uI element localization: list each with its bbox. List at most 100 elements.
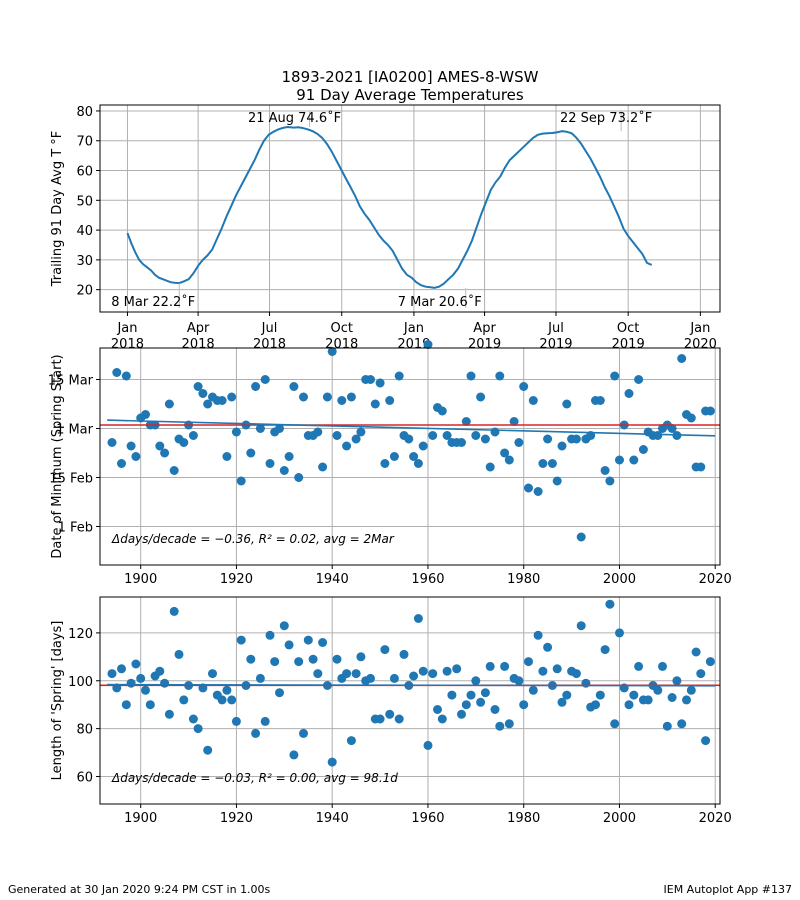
data-point bbox=[107, 669, 117, 679]
data-point bbox=[394, 371, 404, 381]
data-point bbox=[231, 427, 241, 437]
data-point bbox=[552, 664, 562, 674]
data-point bbox=[629, 455, 639, 465]
data-point bbox=[629, 690, 639, 700]
data-point bbox=[303, 635, 313, 645]
data-point bbox=[289, 750, 299, 760]
data-point bbox=[265, 630, 275, 640]
data-point bbox=[160, 678, 170, 688]
data-point bbox=[174, 649, 184, 659]
y-axis-label: Trailing 91 Day Avg T °F bbox=[50, 131, 65, 288]
data-point bbox=[653, 431, 663, 440]
data-point bbox=[686, 413, 696, 423]
data-point bbox=[591, 700, 600, 710]
data-point bbox=[433, 705, 442, 714]
data-point bbox=[677, 719, 687, 729]
data-point bbox=[337, 396, 347, 405]
data-point bbox=[495, 721, 505, 731]
data-point bbox=[696, 669, 706, 679]
data-point bbox=[504, 719, 514, 729]
x-tick-label: Apr bbox=[187, 321, 210, 336]
data-point bbox=[500, 661, 510, 671]
data-point bbox=[251, 728, 261, 738]
data-point bbox=[643, 695, 653, 705]
data-point bbox=[519, 700, 529, 710]
data-point bbox=[351, 669, 361, 679]
data-point bbox=[308, 654, 318, 664]
data-point bbox=[418, 666, 428, 676]
data-point bbox=[595, 690, 605, 700]
y-axis-label: Length of 'Spring' [days] bbox=[50, 621, 65, 781]
x-tick-label: 1900 bbox=[124, 811, 157, 826]
footer-app-label: IEM Autoplot App #137 bbox=[663, 883, 793, 896]
data-point bbox=[452, 664, 462, 674]
x-tick-label: 1920 bbox=[220, 572, 253, 587]
data-point bbox=[169, 606, 179, 616]
y-tick-label: 120 bbox=[68, 627, 93, 642]
x-tick-label: Jan bbox=[116, 321, 137, 336]
data-point bbox=[327, 347, 337, 356]
x-tick-label: 2000 bbox=[603, 572, 636, 587]
data-point bbox=[466, 371, 476, 381]
data-point bbox=[634, 375, 644, 384]
x-tick-label: 1980 bbox=[507, 572, 540, 587]
data-point bbox=[485, 462, 495, 472]
x-tick-label: 1900 bbox=[124, 572, 157, 587]
data-point bbox=[634, 661, 644, 671]
data-point bbox=[696, 462, 706, 472]
data-point bbox=[117, 664, 126, 674]
data-point bbox=[442, 666, 452, 676]
y-tick-label: 60 bbox=[76, 165, 93, 180]
data-point bbox=[251, 382, 261, 391]
data-point bbox=[495, 371, 505, 381]
data-point bbox=[289, 382, 299, 391]
data-point bbox=[615, 455, 624, 465]
data-point bbox=[423, 340, 433, 349]
data-point bbox=[322, 392, 332, 402]
data-point bbox=[117, 459, 126, 468]
extreme-annotation: 21 Aug 74.6˚F bbox=[248, 110, 341, 126]
x-tick-label: Oct bbox=[330, 321, 352, 336]
data-point bbox=[275, 688, 284, 698]
data-point bbox=[480, 434, 490, 444]
data-point bbox=[342, 669, 352, 679]
x-tick-year-label: 2019 bbox=[468, 337, 501, 352]
data-point bbox=[533, 630, 543, 640]
data-point bbox=[571, 434, 581, 444]
y-tick-label: 60 bbox=[76, 770, 93, 785]
data-point bbox=[624, 700, 634, 710]
data-point bbox=[413, 459, 423, 468]
data-point bbox=[375, 378, 385, 388]
data-point bbox=[701, 736, 711, 746]
data-point bbox=[332, 431, 342, 440]
y-axis-label: Date of Minimum (Spring Start) bbox=[50, 354, 65, 558]
data-point bbox=[145, 700, 155, 710]
data-point bbox=[346, 392, 356, 402]
data-point bbox=[595, 396, 605, 405]
y-tick-label: 40 bbox=[76, 224, 93, 239]
data-point bbox=[131, 659, 141, 669]
data-point bbox=[389, 673, 399, 683]
x-tick-label: 2020 bbox=[699, 572, 732, 587]
data-point bbox=[543, 434, 553, 444]
data-point bbox=[519, 382, 529, 391]
data-point bbox=[480, 688, 490, 698]
data-point bbox=[423, 740, 433, 750]
data-point bbox=[500, 448, 510, 458]
x-tick-label: Jul bbox=[547, 321, 564, 336]
footer-generated-text: Generated at 30 Jan 2020 9:24 PM CST in … bbox=[8, 883, 271, 896]
trend-line bbox=[107, 419, 716, 437]
data-point bbox=[576, 621, 586, 631]
data-point bbox=[490, 705, 500, 714]
data-point bbox=[389, 452, 399, 461]
data-point bbox=[284, 640, 294, 650]
data-point bbox=[155, 666, 165, 676]
data-point bbox=[476, 392, 486, 402]
data-point bbox=[222, 685, 232, 695]
data-point bbox=[370, 399, 380, 409]
data-point bbox=[682, 695, 691, 705]
data-point bbox=[112, 368, 122, 377]
data-point bbox=[327, 757, 337, 767]
trend-line bbox=[107, 683, 716, 687]
